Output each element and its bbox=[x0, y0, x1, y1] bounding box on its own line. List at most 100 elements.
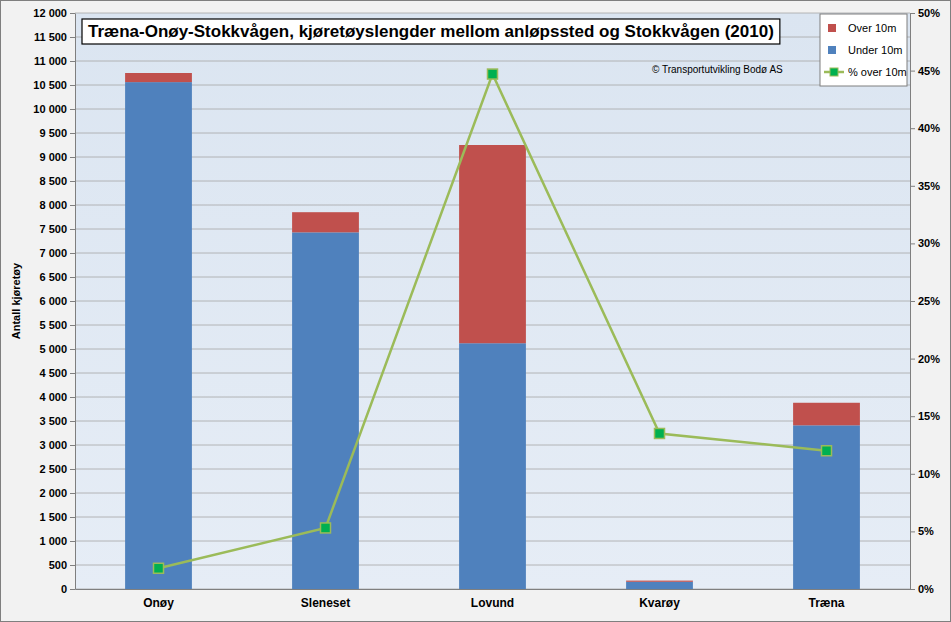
tick-mark bbox=[70, 37, 75, 38]
y-tick-label: 12 000 bbox=[33, 7, 67, 19]
axis-line bbox=[75, 14, 76, 590]
tick: 3 000 bbox=[39, 439, 75, 451]
tick: 2 000 bbox=[39, 487, 75, 499]
tick-mark bbox=[910, 531, 915, 532]
tick: 30% bbox=[910, 237, 940, 249]
tick-mark bbox=[70, 493, 75, 494]
y2-tick-label: 10% bbox=[918, 468, 940, 480]
tick-mark bbox=[70, 469, 75, 470]
tick: 25% bbox=[910, 295, 940, 307]
grid-line bbox=[75, 85, 910, 86]
marker bbox=[321, 523, 331, 533]
y-tick-label: 3 000 bbox=[39, 439, 67, 451]
tick: 11 500 bbox=[34, 31, 75, 43]
y-tick-label: 8 000 bbox=[39, 199, 67, 211]
tick: 5% bbox=[910, 525, 934, 537]
tick-mark bbox=[70, 421, 75, 422]
tick: 35% bbox=[910, 180, 940, 192]
y2-tick-label: 50% bbox=[918, 7, 940, 19]
tick-mark bbox=[70, 229, 75, 230]
tick: 2 500 bbox=[39, 463, 75, 475]
tick: 9 500 bbox=[39, 127, 75, 139]
bar bbox=[125, 73, 192, 82]
grid-line bbox=[75, 133, 910, 134]
y-tick-label: 4 500 bbox=[39, 367, 67, 379]
chart: 05001 0001 5002 0002 5003 0003 5004 0004… bbox=[0, 0, 951, 622]
tick: Træna bbox=[808, 596, 844, 610]
y2-tick-label: 35% bbox=[918, 180, 940, 192]
tick: 6 500 bbox=[39, 271, 75, 283]
tick-mark bbox=[70, 109, 75, 110]
legend-swatch bbox=[828, 46, 836, 54]
tick-mark bbox=[70, 373, 75, 374]
tick: 0 bbox=[61, 583, 75, 595]
y-tick-label: 11 500 bbox=[34, 31, 67, 43]
y-tick-label: 2 000 bbox=[39, 487, 67, 499]
y-axis: 05001 0001 5002 0002 5003 0003 5004 0004… bbox=[33, 7, 75, 595]
y2-tick-label: 25% bbox=[918, 295, 940, 307]
tick-mark bbox=[70, 301, 75, 302]
tick-mark bbox=[70, 181, 75, 182]
bar bbox=[459, 145, 526, 343]
x-axis: OnøySlenesetLovundKvarøyTræna bbox=[76, 590, 911, 610]
y2-tick-label: 30% bbox=[918, 237, 940, 249]
legend-marker bbox=[830, 68, 838, 76]
y2-tick-label: 40% bbox=[918, 122, 940, 134]
tick-mark bbox=[910, 13, 915, 14]
x-tick-label: Lovund bbox=[471, 596, 514, 610]
annotation: © Transportutvikling Bodø AS bbox=[652, 64, 783, 75]
y-tick-label: 2 500 bbox=[39, 463, 67, 475]
tick: 8 500 bbox=[39, 175, 75, 187]
y-tick-label: 0 bbox=[61, 583, 67, 595]
tick-mark bbox=[70, 589, 75, 590]
y-tick-label: 10 500 bbox=[33, 79, 67, 91]
tick: 5 000 bbox=[39, 343, 75, 355]
bar bbox=[626, 582, 693, 589]
tick-mark bbox=[910, 301, 915, 302]
tick: 40% bbox=[910, 122, 940, 134]
tick: 5 500 bbox=[39, 319, 75, 331]
plot-area bbox=[75, 13, 910, 589]
tick-mark bbox=[910, 589, 915, 590]
tick: 4 000 bbox=[39, 391, 75, 403]
tick-mark bbox=[70, 349, 75, 350]
y-tick-label: 9 000 bbox=[39, 151, 67, 163]
tick: 0% bbox=[910, 583, 934, 595]
title: Træna-Onøy-Stokkvågen, kjøretøyslengder … bbox=[88, 22, 774, 41]
tick-mark bbox=[70, 517, 75, 518]
y-axis-title: Antall kjøretøy bbox=[10, 262, 22, 339]
tick: 7 500 bbox=[39, 223, 75, 235]
x-tick-label: Kvarøy bbox=[639, 596, 680, 610]
tick: 10 500 bbox=[33, 79, 75, 91]
tick-mark bbox=[70, 277, 75, 278]
marker bbox=[154, 563, 164, 573]
tick: 10% bbox=[910, 468, 940, 480]
tick-mark bbox=[70, 157, 75, 158]
tick: Lovund bbox=[471, 596, 514, 610]
y2-tick-label: 45% bbox=[918, 65, 940, 77]
grid bbox=[75, 13, 910, 589]
y-tick-label: 6 000 bbox=[39, 295, 67, 307]
grid-line bbox=[75, 109, 910, 110]
y-tick-label: 7 500 bbox=[39, 223, 67, 235]
legend-label: Under 10m bbox=[848, 44, 902, 56]
tick-mark bbox=[910, 243, 915, 244]
bar bbox=[292, 232, 359, 589]
tick-mark bbox=[910, 71, 915, 72]
tick: Kvarøy bbox=[639, 596, 680, 610]
tick: 45% bbox=[910, 65, 940, 77]
tick: 3 500 bbox=[39, 415, 75, 427]
bar bbox=[626, 581, 693, 582]
tick: 10 000 bbox=[33, 103, 75, 115]
title-box: Træna-Onøy-Stokkvågen, kjøretøyslengder … bbox=[82, 19, 780, 44]
tick: 4 500 bbox=[39, 367, 75, 379]
tick: 15% bbox=[910, 410, 940, 422]
axis-line bbox=[76, 589, 911, 590]
y2-tick-label: 20% bbox=[918, 353, 940, 365]
background bbox=[1, 1, 951, 622]
bar bbox=[793, 425, 860, 589]
tick: 1 500 bbox=[39, 511, 75, 523]
tick: 9 000 bbox=[39, 151, 75, 163]
tick: 12 000 bbox=[33, 7, 75, 19]
legend-frame bbox=[820, 14, 907, 86]
